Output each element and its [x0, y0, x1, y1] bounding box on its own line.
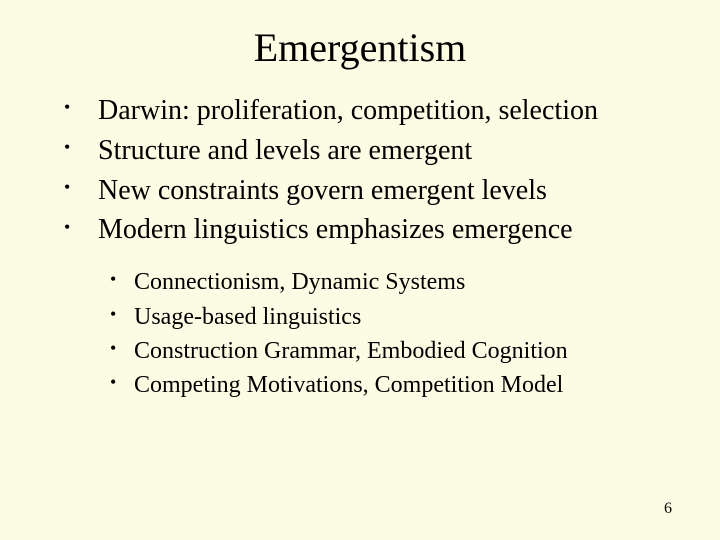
list-item: Modern linguistics emphasizes emergence: [60, 212, 680, 248]
list-item: Connectionism, Dynamic Systems: [110, 266, 680, 298]
main-bullet-list: Darwin: proliferation, competition, sele…: [40, 93, 680, 248]
list-item: Usage-based linguistics: [110, 301, 680, 333]
sub-bullet-list: Connectionism, Dynamic Systems Usage-bas…: [40, 266, 680, 402]
page-number: 6: [664, 500, 672, 518]
list-item: New constraints govern emergent levels: [60, 173, 680, 209]
list-item: Darwin: proliferation, competition, sele…: [60, 93, 680, 129]
list-item: Structure and levels are emergent: [60, 133, 680, 169]
slide-title: Emergentism: [40, 24, 680, 71]
slide: Emergentism Darwin: proliferation, compe…: [0, 0, 720, 540]
list-item: Competing Motivations, Competition Model: [110, 369, 680, 401]
list-item: Construction Grammar, Embodied Cognition: [110, 335, 680, 367]
